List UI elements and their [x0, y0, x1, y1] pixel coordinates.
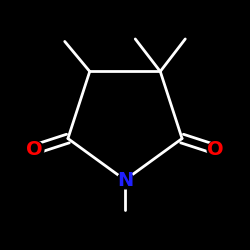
- Text: O: O: [207, 140, 224, 159]
- Text: O: O: [26, 140, 43, 159]
- Text: N: N: [117, 170, 133, 190]
